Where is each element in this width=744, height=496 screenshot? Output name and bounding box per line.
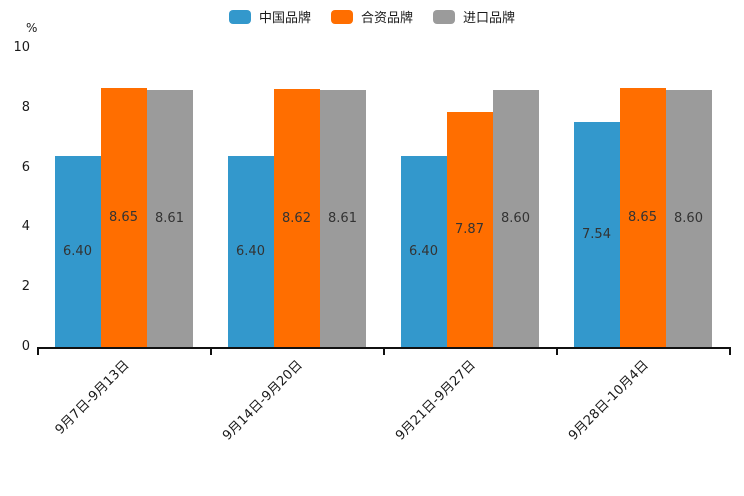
- bar-value-label: 6.40: [236, 243, 265, 259]
- bar: 8.61: [146, 89, 193, 347]
- bar: 8.60: [492, 89, 539, 347]
- bar-value-label: 8.60: [501, 210, 530, 226]
- y-tick-label: 4: [21, 219, 30, 235]
- x-axis-tick: [556, 349, 558, 355]
- bar: 7.54: [573, 121, 620, 347]
- bar: 8.65: [619, 88, 666, 347]
- bar: 8.60: [665, 89, 712, 347]
- x-category-label: 9月21日-9月27日: [393, 357, 479, 444]
- bar-value-label: 8.61: [328, 210, 357, 226]
- bar-value-label: 8.65: [628, 210, 657, 226]
- bar-value-label: 8.65: [109, 210, 138, 226]
- x-axis-tick: [37, 349, 39, 355]
- bar: 6.40: [227, 155, 274, 347]
- y-tick-label: 8: [21, 99, 30, 115]
- legend-label: 中国品牌: [258, 11, 311, 26]
- bar-value-label: 8.60: [674, 210, 703, 226]
- x-category-label: 9月14日-9月20日: [220, 357, 306, 444]
- bar-value-label: 7.87: [455, 221, 484, 237]
- legend-item: 中国品牌: [228, 7, 311, 26]
- x-category-label: 9月28日-10月4日: [566, 357, 652, 444]
- bar-value-label: 6.40: [409, 243, 438, 259]
- y-tick-label: 10: [13, 40, 30, 55]
- bar: 6.40: [54, 155, 101, 347]
- legend-item: 合资品牌: [330, 7, 413, 26]
- bar-value-label: 7.54: [582, 226, 611, 242]
- legend-label: 进口品牌: [463, 11, 516, 26]
- y-axis-unit-label: %: [26, 21, 38, 35]
- x-axis-tick: [729, 349, 731, 355]
- x-axis-tick: [383, 349, 385, 355]
- bar: 7.87: [446, 111, 493, 347]
- bar: 8.65: [100, 88, 147, 347]
- x-axis-tick: [210, 349, 212, 355]
- legend-swatch: [433, 9, 455, 24]
- bar-value-label: 6.40: [63, 243, 92, 259]
- bar: 6.40: [400, 155, 447, 347]
- legend-label: 合资品牌: [360, 11, 413, 26]
- legend: 中国品牌 合资品牌 进口品牌: [0, 7, 744, 26]
- bar: 8.61: [319, 89, 366, 347]
- legend-swatch: [228, 9, 251, 24]
- bar-value-label: 8.61: [155, 210, 184, 226]
- bar-value-label: 8.62: [282, 210, 311, 226]
- y-tick-label: 6: [21, 159, 30, 175]
- x-axis-line: [37, 347, 731, 349]
- legend-swatch: [330, 9, 353, 24]
- y-tick-label: 0: [21, 339, 30, 354]
- legend-item: 进口品牌: [433, 7, 515, 26]
- y-tick-label: 2: [21, 279, 30, 295]
- x-category-label: 9月7日-9月13日: [52, 357, 133, 438]
- bar: 8.62: [273, 89, 320, 347]
